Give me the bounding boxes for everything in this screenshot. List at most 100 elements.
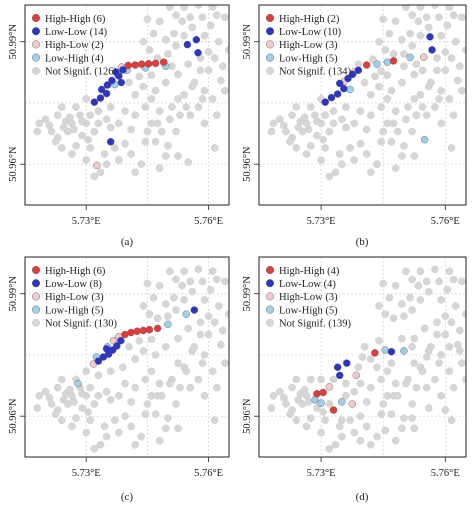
- point-not-signif: [180, 31, 188, 40]
- point-not-signif: [346, 416, 354, 425]
- point-not-signif: [131, 440, 139, 449]
- point-not-signif: [78, 131, 86, 140]
- point-not-signif: [306, 103, 315, 111]
- point-not-signif: [302, 150, 311, 158]
- point-not-signif: [410, 95, 419, 103]
- point-not-signif: [292, 375, 301, 384]
- point-not-signif: [431, 375, 439, 384]
- point-low-low: [194, 49, 202, 57]
- point-not-signif: [155, 164, 164, 173]
- point-not-signif: [57, 144, 66, 152]
- point-not-signif: [163, 50, 172, 58]
- point-not-signif: [373, 432, 381, 441]
- point-not-signif: [377, 67, 385, 75]
- point-low-low: [192, 35, 201, 44]
- point-not-signif: [377, 137, 385, 146]
- point-not-signif: [356, 379, 365, 388]
- legend-swatch-low-low: [266, 27, 275, 36]
- point-not-signif: [412, 383, 421, 392]
- point-not-signif: [147, 335, 156, 344]
- legend-label-high-low: High-Low (3): [279, 40, 338, 51]
- point-not-signif: [35, 119, 44, 128]
- point-not-signif: [166, 267, 174, 276]
- point-not-signif: [371, 72, 379, 81]
- point-not-signif: [186, 277, 195, 286]
- point-low-low: [108, 76, 116, 85]
- point-not-signif: [400, 312, 408, 320]
- point-high-high: [151, 59, 160, 68]
- point-not-signif: [131, 111, 139, 120]
- point-not-signif: [435, 13, 443, 22]
- point-not-signif: [208, 267, 217, 276]
- point-not-signif: [435, 95, 443, 103]
- point-not-signif: [212, 383, 221, 392]
- point-not-signif: [402, 379, 410, 388]
- point-not-signif: [219, 326, 227, 335]
- point-not-signif: [331, 440, 340, 449]
- point-low-high: [420, 135, 429, 144]
- point-not-signif: [172, 306, 180, 314]
- point-not-signif: [151, 86, 160, 95]
- point-not-signif: [337, 115, 346, 124]
- point-not-signif: [366, 111, 375, 120]
- point-not-signif: [317, 428, 325, 437]
- panel-frame: [258, 4, 467, 206]
- point-not-signif: [78, 404, 86, 412]
- y-tick-label: 50.96°N: [8, 398, 19, 434]
- y-tick-label: 50.96°N: [8, 146, 19, 182]
- point-not-signif: [400, 142, 408, 150]
- point-not-signif: [313, 404, 321, 412]
- point-high-high: [313, 390, 321, 398]
- point-not-signif: [196, 318, 205, 327]
- legend-swatch-not-signif: [266, 66, 275, 75]
- x-tick-label: 5.73°E: [72, 468, 101, 479]
- point-not-signif: [377, 410, 385, 418]
- legend-label-not-signif: Not Signif. (134): [279, 67, 352, 78]
- point-not-signif: [163, 414, 172, 423]
- point-low-low: [119, 66, 127, 74]
- point-not-signif: [155, 281, 164, 290]
- point-not-signif: [445, 267, 454, 276]
- point-not-signif: [161, 424, 170, 433]
- point-not-signif: [313, 131, 321, 140]
- point-not-signif: [78, 389, 86, 398]
- point-not-signif: [212, 275, 221, 284]
- point-high-high: [153, 324, 162, 333]
- point-not-signif: [455, 326, 464, 335]
- point-not-signif: [163, 312, 172, 320]
- legend-swatch-low-low: [266, 279, 275, 288]
- point-not-signif: [47, 127, 56, 136]
- point-not-signif: [294, 396, 303, 404]
- legend-label-not-signif: Not Signif. (139): [279, 319, 352, 330]
- point-not-signif: [366, 383, 375, 392]
- point-high-high: [124, 61, 132, 70]
- point-not-signif: [53, 111, 62, 120]
- legend-label-low-high: Low-High (5): [279, 305, 338, 316]
- point-not-signif: [431, 103, 439, 111]
- point-not-signif: [96, 440, 105, 449]
- point-high-high: [127, 328, 135, 337]
- point-not-signif: [155, 17, 164, 26]
- legend-label-high-high: High-High (2): [279, 14, 340, 25]
- point-not-signif: [100, 422, 109, 431]
- point-not-signif: [422, 13, 431, 22]
- y-tick-label: 50.99°N: [8, 24, 19, 60]
- point-not-signif: [47, 400, 56, 408]
- legend-label-high-low: High-Low (3): [279, 292, 338, 303]
- point-not-signif: [437, 31, 445, 40]
- point-not-signif: [350, 387, 359, 396]
- point-not-signif: [443, 21, 452, 30]
- point-not-signif: [325, 172, 334, 181]
- point-not-signif: [145, 46, 154, 54]
- point-not-signif: [319, 135, 327, 144]
- point-not-signif: [121, 379, 129, 388]
- point-not-signif: [82, 428, 90, 437]
- point-not-signif: [418, 103, 427, 111]
- point-not-signif: [387, 359, 396, 367]
- point-not-signif: [381, 46, 390, 54]
- point-not-signif: [90, 445, 99, 453]
- point-not-signif: [219, 62, 227, 71]
- point-low-low: [327, 93, 336, 102]
- point-not-signif: [313, 117, 321, 126]
- point-not-signif: [174, 424, 182, 433]
